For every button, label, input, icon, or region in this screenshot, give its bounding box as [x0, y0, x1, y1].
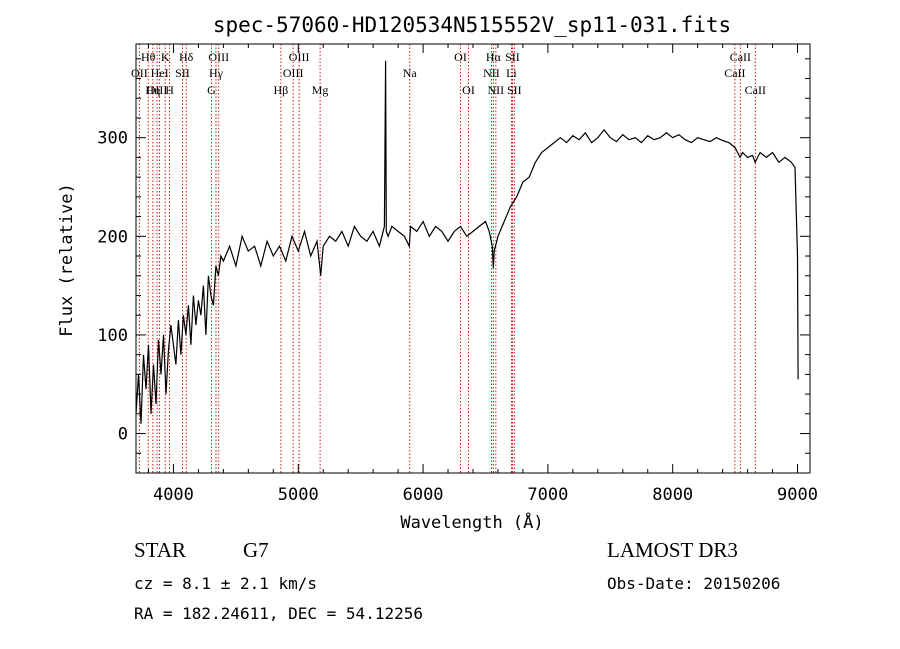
spectral-line-label: OIII — [147, 83, 168, 97]
spectral-line-label: OIII — [289, 50, 310, 64]
spectral-line-label: OIII — [283, 66, 304, 80]
y-axis-label: Flux (relative) — [57, 183, 77, 337]
spectral-line-label: SII — [505, 50, 520, 64]
spectrum-line — [135, 60, 799, 424]
coordinates: RA = 182.24611, DEC = 54.12256 — [134, 604, 423, 623]
spectral-line-label: CaII — [745, 83, 766, 97]
spectral-line-label: Mg — [312, 83, 329, 97]
spectral-line-markers — [138, 44, 756, 473]
x-tick-label: 4000 — [153, 485, 194, 505]
spectral-line-label: OI — [462, 83, 475, 97]
spectral-line-label: CaII — [730, 50, 751, 64]
spectral-line-label: NII — [483, 66, 500, 80]
y-axis-ticks: 0 100 200 300 — [97, 58, 810, 454]
spectral-line-label: Hδ — [179, 50, 194, 64]
spectral-line-label: K — [161, 50, 170, 64]
y-tick-label: 100 — [97, 326, 128, 346]
spectral-line-label: SII — [507, 83, 522, 97]
y-tick-label: 0 — [118, 425, 128, 445]
y-tick-label: 300 — [97, 129, 128, 149]
spectral-line-label: Na — [403, 66, 418, 80]
spectral-line-label: Hβ — [274, 83, 289, 97]
object-class: STAR — [134, 538, 186, 562]
spectral-line-label: HeI — [151, 66, 169, 80]
x-tick-label: 8000 — [652, 485, 693, 505]
obs-date: Obs-Date: 20150206 — [607, 574, 781, 593]
spectral-line-label: Li — [506, 66, 517, 80]
spectral-line-label: Hθ — [141, 50, 156, 64]
spectral-line-label: NII — [488, 83, 505, 97]
spectral-line-label: OIII — [208, 50, 229, 64]
redshift-cz: cz = 8.1 ± 2.1 km/s — [134, 574, 318, 593]
spectral-line-label: H — [165, 83, 174, 97]
x-axis-label: Wavelength (Å) — [400, 511, 543, 533]
x-tick-label: 5000 — [278, 485, 319, 505]
x-tick-label: 9000 — [777, 485, 818, 505]
spectral-line-label: OI — [454, 50, 467, 64]
x-tick-label: 6000 — [403, 485, 444, 505]
spectral-line-label: OII — [131, 66, 148, 80]
spectral-line-label: Hγ — [209, 66, 224, 80]
survey-name: LAMOST DR3 — [607, 538, 738, 562]
y-tick-label: 200 — [97, 227, 128, 247]
x-tick-label: 7000 — [527, 485, 568, 505]
object-subclass: G7 — [243, 538, 269, 562]
spectral-line-label: SII — [175, 66, 190, 80]
spectral-line-label: Hα — [486, 50, 502, 64]
spectral-line-label: G — [207, 83, 216, 97]
chart-title: spec-57060-HD120534N515552V_sp11-031.fit… — [213, 13, 731, 37]
spectral-line-label: Hη — [145, 83, 160, 97]
x-axis-ticks: 4000 5000 6000 7000 8000 9000 — [147, 44, 818, 505]
spectral-line-label: CaII — [724, 66, 745, 80]
